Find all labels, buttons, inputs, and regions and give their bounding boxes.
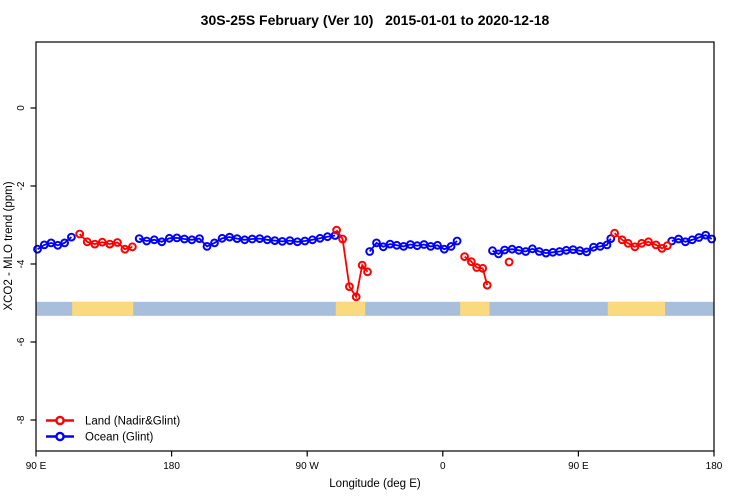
data-point-marker — [610, 228, 619, 238]
y-tick-label: -6 — [16, 337, 27, 346]
data-point-marker — [60, 238, 69, 248]
data-point-marker — [134, 234, 144, 244]
data-point-marker — [644, 237, 653, 247]
land-band-segment — [460, 301, 490, 316]
data-point-marker — [630, 242, 640, 252]
series-line — [492, 238, 612, 255]
x-axis-label: Longitude (deg E) — [329, 478, 421, 490]
y-axis: 0 -2 -4 -6 -8 — [16, 105, 36, 424]
data-point-marker — [363, 267, 372, 277]
x-tick-label: 180 — [163, 461, 180, 472]
x-tick-label: 90 E — [26, 461, 47, 472]
ocean-band — [36, 301, 714, 316]
data-point-marker — [707, 234, 717, 244]
legend: Land (Nadir&Glint) Ocean (Glint) — [46, 416, 180, 444]
surface-band — [36, 301, 714, 316]
data-point-marker — [662, 241, 672, 251]
land-band-segment — [72, 301, 134, 316]
legend-marker-swatch — [55, 431, 65, 442]
data-point-marker — [210, 238, 219, 248]
data-point-marker — [482, 280, 492, 290]
series-line — [671, 234, 713, 243]
data-point-marker — [338, 234, 348, 244]
data-point-marker — [345, 282, 354, 292]
data-point-marker — [195, 234, 204, 244]
data-point-marker — [113, 238, 122, 247]
data-point-marker — [582, 247, 592, 257]
y-axis-label: XCO2 - MLO trend (ppm) — [3, 181, 15, 310]
x-axis: 90 E 180 90 W 0 90 E 180 — [26, 451, 723, 472]
data-point-marker — [674, 234, 683, 244]
data-point-marker — [365, 247, 375, 256]
data-point-marker — [75, 229, 85, 239]
data-point-marker — [332, 225, 342, 235]
data-point-marker — [128, 242, 137, 252]
legend-marker-swatch — [55, 415, 65, 426]
data-point-marker — [433, 240, 442, 250]
data-point-marker — [157, 237, 167, 247]
land-series — [75, 225, 672, 302]
legend-entry-1: Land (Nadir&Glint) — [46, 416, 180, 428]
data-point-marker — [67, 232, 76, 242]
data-point-marker — [82, 237, 92, 247]
plot-area: 90 E 180 90 W 0 90 E 180 0 -2 -4 -6 -8 — [16, 41, 723, 472]
land-band-segment — [607, 301, 666, 316]
data-point-marker — [494, 249, 503, 259]
series-line — [335, 229, 369, 300]
y-tick-label: -4 — [16, 259, 27, 268]
plot-border — [35, 41, 715, 452]
legend-label: Ocean (Glint) — [85, 432, 154, 444]
data-point-marker — [439, 244, 449, 254]
x-tick-label: 180 — [706, 461, 723, 472]
data-point-marker — [504, 257, 514, 267]
data-point-marker — [602, 240, 612, 250]
x-tick-label: 0 — [440, 461, 446, 472]
data-point-marker — [330, 231, 340, 240]
x-tick-label: 90 W — [296, 461, 320, 472]
data-point-marker — [372, 238, 381, 248]
data-point-marker — [623, 238, 633, 248]
data-point-marker — [315, 233, 325, 243]
data-point-marker — [478, 263, 488, 273]
legend-label: Land (Nadir&Glint) — [85, 416, 180, 428]
ocean-series — [33, 230, 717, 259]
data-point-marker — [460, 252, 470, 262]
data-point-marker — [357, 260, 367, 270]
data-point-marker — [351, 292, 361, 302]
y-tick-label: -8 — [16, 415, 27, 424]
data-point-marker — [701, 230, 711, 240]
chart-title: 30S-25S February (Ver 10) 2015-01-01 to … — [201, 12, 550, 28]
data-point-marker — [202, 242, 212, 251]
data-point-marker — [467, 257, 476, 267]
data-point-marker — [120, 244, 130, 254]
land-band-segment — [335, 301, 366, 316]
series-line — [614, 232, 668, 250]
data-point-marker — [105, 239, 115, 249]
data-point-marker — [446, 242, 456, 251]
data-point-marker — [33, 244, 42, 254]
data-point-marker — [90, 239, 100, 249]
y-tick-label: -2 — [16, 181, 27, 190]
data-point-marker — [97, 237, 107, 247]
x-tick-label: 90 E — [568, 461, 589, 472]
legend-entry-2: Ocean (Glint) — [46, 432, 154, 444]
data-point-marker — [149, 235, 159, 245]
y-tick-label: 0 — [16, 105, 27, 111]
data-point-marker — [452, 236, 462, 246]
